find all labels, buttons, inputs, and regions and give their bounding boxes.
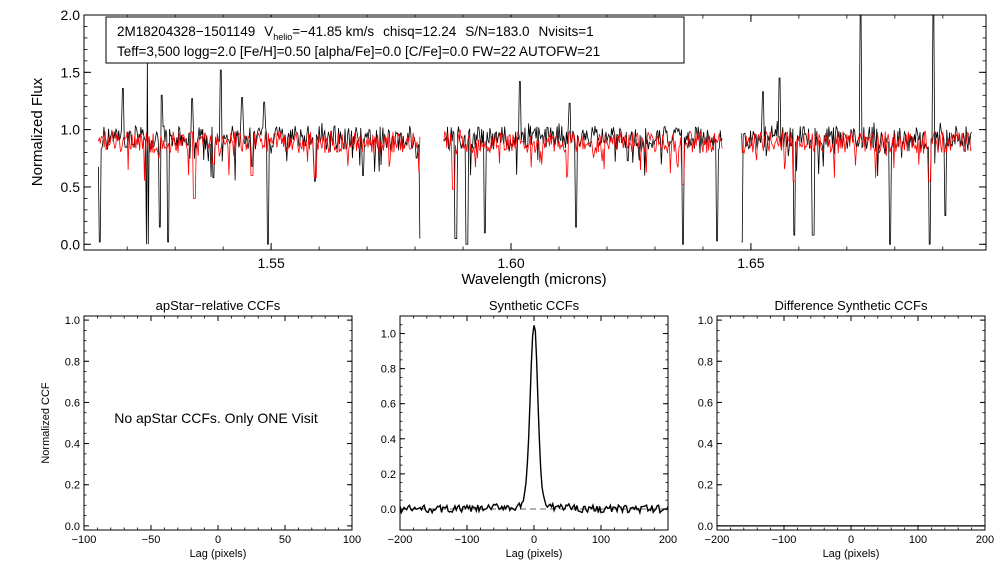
synthetic-ccf-panel: Synthetic CCFs −200 −100 0 100 200 0.0 0.2 0.4 0… [381, 298, 677, 560]
difference-ccf-frame [716, 315, 986, 531]
no-ccf-message: No apStar CCFs. Only ONE Visit [114, 410, 318, 426]
spectrum-lines [97, 14, 972, 245]
synthetic-ccf-x-tick-label: −200 [388, 534, 413, 546]
synthetic-ccf-y-tick-label: 1.0 [381, 329, 396, 341]
difference-ccf-x-tick-label: 200 [976, 534, 994, 546]
difference-ccf-y-tick-label: 0.8 [698, 356, 713, 368]
difference-ccf-x-tick-label: −200 [705, 534, 730, 546]
synthetic-ccf-x-tick-label: 200 [659, 534, 677, 546]
spectrum-x-tick-label: 1.55 [257, 255, 284, 271]
observed-spectrum-segment-3 [741, 14, 972, 245]
apstar-ccf-ticks: −100 −50 0 50 100 0.0 0.2 0.4 0.6 0.8 1.0 [65, 315, 361, 546]
difference-ccf-y-tick-label: 0.4 [698, 439, 713, 451]
difference-ccf-x-tick-label: 0 [848, 534, 854, 546]
difference-ccf-x-axis-label: Lag (pixels) [823, 548, 880, 560]
synthetic-ccf-y-tick-label: 0.8 [381, 364, 396, 376]
apstar-ccf-y-tick-label: 0.2 [65, 480, 80, 492]
vhelio-symbol: V [264, 24, 273, 39]
synthetic-ccf-x-tick-label: −100 [455, 534, 480, 546]
observed-spectrum-segment-1 [97, 58, 421, 245]
synthetic-ccf-x-axis-label: Lag (pixels) [506, 548, 563, 560]
spectrum-y-axis-label: Normalized Flux [29, 77, 46, 186]
difference-ccf-y-tick-label: 0.6 [698, 397, 713, 409]
apstar-ccf-x-tick-label: 50 [279, 534, 291, 546]
synthetic-ccf-title: Synthetic CCFs [489, 298, 580, 313]
spectrum-y-tick-label: 0.5 [61, 179, 81, 195]
synthetic-ccf-y-tick-label: 0.0 [381, 504, 396, 516]
synthetic-ccf-x-tick-label: 0 [531, 534, 537, 546]
difference-ccf-x-tick-label: −100 [772, 534, 797, 546]
synthetic-ccf-y-tick-label: 0.6 [381, 399, 396, 411]
difference-ccf-ticks: −200 −100 0 100 200 0.0 0.2 0.4 0.6 0.8 1.0 [698, 315, 994, 546]
difference-ccf-title: Difference Synthetic CCFs [775, 298, 928, 313]
star-info-line-1: 2M18204328−1501149 Vhelio=−41.85 km/s chis… [117, 24, 594, 42]
spectrum-plot-frame [83, 14, 987, 251]
model-spectrum-segment-3 [740, 130, 972, 182]
spectrum-panel: 1.55 1.60 1.65 0.0 0.5 1.0 1.5 2.0 Wavelength (… [29, 7, 987, 288]
apstar-ccf-y-tick-label: 0.0 [65, 521, 80, 533]
spectrum-ticks: 1.55 1.60 1.65 0.0 0.5 1.0 1.5 2.0 [61, 7, 986, 271]
star-id: 2M18204328−1501149 [117, 24, 255, 39]
spectrum-y-tick-label: 1.5 [61, 64, 81, 80]
synthetic-ccf-ticks: −200 −100 0 100 200 0.0 0.2 0.4 0.6 0.8 1.0 [381, 315, 677, 546]
stellar-params-line: Teff=3,500 logg=2.0 [Fe/H]=0.50 [alpha/F… [117, 44, 600, 59]
star-info-box [105, 16, 685, 64]
spectrum-y-tick-label: 0.0 [61, 236, 81, 252]
snr-value: S/N=183.0 [465, 24, 529, 39]
observed-spectrum-segment-2 [443, 81, 723, 245]
spectrum-x-tick-label: 1.65 [737, 255, 764, 271]
model-spectrum-segment-1 [98, 129, 421, 199]
spectrum-y-tick-label: 1.0 [61, 122, 81, 138]
apstar-ccf-y-tick-label: 0.8 [65, 356, 80, 368]
apstar-ccf-x-tick-label: −100 [72, 534, 97, 546]
vhelio-value: =−41.85 km/s [292, 24, 374, 39]
apstar-ccf-y-axis-label: Normalized CCF [40, 382, 52, 464]
apstar-ccf-x-tick-label: −50 [142, 534, 161, 546]
difference-ccf-y-tick-label: 0.0 [698, 521, 713, 533]
apstar-ccf-x-tick-label: 100 [343, 534, 361, 546]
synthetic-ccf-y-tick-label: 0.2 [381, 469, 396, 481]
synthetic-ccf-curve [399, 325, 669, 516]
apstar-ccf-title: apStar−relative CCFs [156, 298, 281, 313]
apstar-ccf-y-tick-label: 1.0 [65, 315, 80, 327]
apstar-ccf-x-tick-label: 0 [215, 534, 221, 546]
chisq-value: chisq=12.24 [383, 24, 457, 39]
synthetic-ccf-x-tick-label: 100 [592, 534, 610, 546]
model-spectrum-segment-2 [443, 129, 723, 190]
apstar-ccf-panel: apStar−relative CCFs −100 −50 0 50 100 0.0 0.2… [40, 298, 361, 560]
apstar-ccf-y-tick-label: 0.6 [65, 397, 80, 409]
vhelio-subscript: helio [273, 32, 292, 42]
difference-ccf-y-tick-label: 0.2 [698, 480, 713, 492]
difference-ccf-y-tick-label: 1.0 [698, 315, 713, 327]
nvisits-value: Nvisits=1 [538, 24, 593, 39]
spectrum-x-axis-label: Wavelength (microns) [461, 271, 606, 288]
synthetic-ccf-y-tick-label: 0.4 [381, 434, 396, 446]
synthetic-ccf-lines [399, 325, 669, 516]
synthetic-ccf-frame [399, 315, 669, 531]
apstar-ccf-x-axis-label: Lag (pixels) [190, 548, 247, 560]
apstar-ccf-y-tick-label: 0.4 [65, 439, 80, 451]
difference-ccf-x-tick-label: 100 [909, 534, 927, 546]
spectrum-x-tick-label: 1.60 [497, 255, 524, 271]
spectrum-y-tick-label: 2.0 [61, 7, 81, 23]
difference-ccf-panel: Difference Synthetic CCFs −200 −100 0 100 20… [698, 298, 994, 560]
